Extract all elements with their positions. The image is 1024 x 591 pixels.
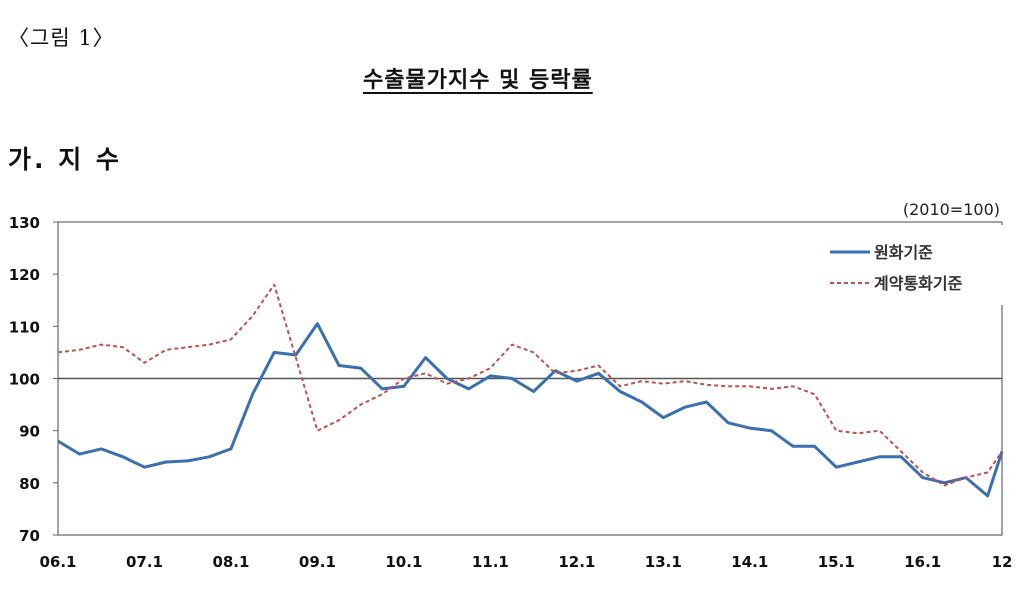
unit-note: (2010=100) bbox=[903, 200, 1000, 219]
x-tick-label: 15.1 bbox=[818, 553, 855, 571]
y-tick-label: 120 bbox=[9, 266, 40, 284]
x-tick-label: 11.1 bbox=[472, 553, 509, 571]
chart-axes: 70 80 90 100 110 120 130 06.1 07.1 08.1 09.1 10.1 11… bbox=[9, 214, 1013, 571]
figure-label: 〈그림 1〉 bbox=[8, 26, 115, 50]
section-title: 가. 지 수 bbox=[8, 145, 122, 174]
x-tick-label: 16.1 bbox=[904, 553, 941, 571]
x-tick-label: 13.1 bbox=[645, 553, 682, 571]
x-tick-label: 12 bbox=[992, 553, 1013, 571]
legend-box bbox=[780, 225, 1004, 305]
y-tick-label: 80 bbox=[19, 475, 40, 493]
x-tick-label: 09.1 bbox=[299, 553, 336, 571]
y-tick-label: 100 bbox=[9, 371, 40, 389]
series-line-krw bbox=[57, 322, 1004, 498]
x-tick-label: 08.1 bbox=[212, 553, 249, 571]
chart-legend: 원화기준 계약통화기준 bbox=[780, 225, 1004, 305]
y-tick-label: 90 bbox=[19, 423, 40, 441]
legend-label-krw: 원화기준 bbox=[874, 243, 933, 262]
y-tick-label: 70 bbox=[19, 527, 40, 545]
chart-svg: (2010=100) 70 80 90 100 110 120 130 06.1 07.1 08.… bbox=[9, 200, 1013, 571]
x-tick-label: 12.1 bbox=[558, 553, 595, 571]
line-chart: (2010=100) 70 80 90 100 110 120 130 06.1 07.1 08.… bbox=[0, 195, 1024, 587]
x-tick-label: 07.1 bbox=[126, 553, 163, 571]
document-title: 수출물가지수 및 등락률 bbox=[363, 68, 593, 93]
x-tick-label: 06.1 bbox=[39, 553, 76, 571]
legend-label-contract-currency: 계약통화기준 bbox=[874, 274, 963, 293]
y-tick-label: 130 bbox=[9, 214, 40, 232]
x-tick-label: 10.1 bbox=[385, 553, 422, 571]
x-tick-label: 14.1 bbox=[731, 553, 768, 571]
chart-lines bbox=[57, 283, 1004, 498]
y-tick-label: 110 bbox=[9, 318, 40, 336]
series-line-contract-currency bbox=[57, 283, 1003, 487]
